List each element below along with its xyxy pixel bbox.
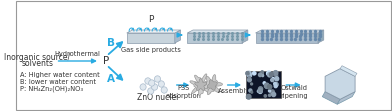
- Polygon shape: [190, 74, 211, 95]
- Circle shape: [252, 72, 256, 75]
- Polygon shape: [202, 75, 223, 95]
- Text: Inorganic source/: Inorganic source/: [4, 54, 71, 62]
- Circle shape: [258, 87, 263, 91]
- Circle shape: [263, 82, 266, 84]
- Circle shape: [270, 90, 274, 94]
- Circle shape: [149, 80, 155, 86]
- Circle shape: [250, 83, 252, 85]
- Circle shape: [265, 84, 269, 88]
- Text: ZnO nuclei: ZnO nuclei: [137, 92, 178, 101]
- Text: B: lower water content: B: lower water content: [20, 79, 96, 85]
- Circle shape: [246, 72, 249, 75]
- Circle shape: [247, 78, 251, 82]
- Text: A: A: [107, 74, 115, 84]
- Circle shape: [274, 85, 277, 88]
- Polygon shape: [207, 80, 217, 90]
- Circle shape: [152, 84, 158, 90]
- Text: PSS
adsorption: PSS adsorption: [165, 85, 201, 99]
- Polygon shape: [337, 92, 355, 104]
- Circle shape: [247, 73, 252, 77]
- Circle shape: [254, 72, 256, 74]
- Text: Assembly: Assembly: [218, 88, 250, 94]
- Circle shape: [161, 87, 167, 93]
- Circle shape: [251, 91, 253, 93]
- Circle shape: [247, 71, 251, 76]
- Polygon shape: [325, 69, 355, 99]
- Circle shape: [273, 71, 278, 75]
- Circle shape: [249, 89, 252, 92]
- Text: P: P: [148, 16, 153, 25]
- Polygon shape: [256, 33, 318, 43]
- Polygon shape: [256, 30, 324, 33]
- Circle shape: [145, 78, 151, 84]
- Circle shape: [140, 84, 146, 90]
- Circle shape: [274, 82, 276, 85]
- Circle shape: [264, 95, 267, 97]
- Bar: [246, 71, 281, 98]
- Circle shape: [269, 90, 270, 92]
- Text: P: P: [103, 56, 109, 66]
- Polygon shape: [187, 33, 242, 43]
- Circle shape: [272, 92, 276, 97]
- Circle shape: [262, 75, 263, 77]
- Circle shape: [275, 77, 279, 81]
- Circle shape: [267, 85, 272, 89]
- Circle shape: [268, 73, 272, 77]
- Circle shape: [267, 71, 271, 76]
- Circle shape: [258, 88, 262, 93]
- Circle shape: [271, 78, 274, 82]
- Text: Ostwald
ripening: Ostwald ripening: [280, 85, 308, 99]
- Polygon shape: [175, 30, 181, 43]
- Circle shape: [261, 71, 263, 73]
- Text: A: Higher water content: A: Higher water content: [20, 72, 100, 78]
- Text: Gas side products: Gas side products: [121, 47, 181, 53]
- Circle shape: [274, 83, 278, 86]
- Circle shape: [257, 90, 259, 92]
- Polygon shape: [322, 92, 340, 104]
- Polygon shape: [127, 30, 181, 33]
- Circle shape: [272, 77, 274, 79]
- Text: Hydrothermal: Hydrothermal: [55, 51, 101, 57]
- Circle shape: [269, 94, 270, 96]
- Circle shape: [274, 74, 278, 77]
- Text: solvents: solvents: [21, 59, 53, 68]
- Circle shape: [247, 94, 251, 99]
- Circle shape: [158, 81, 164, 87]
- Text: B: B: [107, 38, 115, 48]
- Circle shape: [269, 72, 273, 76]
- Circle shape: [261, 73, 263, 75]
- Text: P: NH₄Zn₂(OH)₂NO₃: P: NH₄Zn₂(OH)₂NO₃: [20, 86, 83, 92]
- Polygon shape: [195, 78, 207, 90]
- Polygon shape: [187, 30, 248, 33]
- Circle shape: [148, 88, 154, 94]
- Polygon shape: [242, 30, 248, 43]
- Circle shape: [247, 72, 249, 75]
- Circle shape: [258, 73, 262, 77]
- Polygon shape: [318, 30, 324, 43]
- Circle shape: [248, 76, 250, 78]
- Circle shape: [154, 76, 161, 82]
- Circle shape: [258, 90, 262, 93]
- Polygon shape: [340, 66, 357, 76]
- Circle shape: [264, 83, 269, 88]
- Polygon shape: [127, 33, 175, 43]
